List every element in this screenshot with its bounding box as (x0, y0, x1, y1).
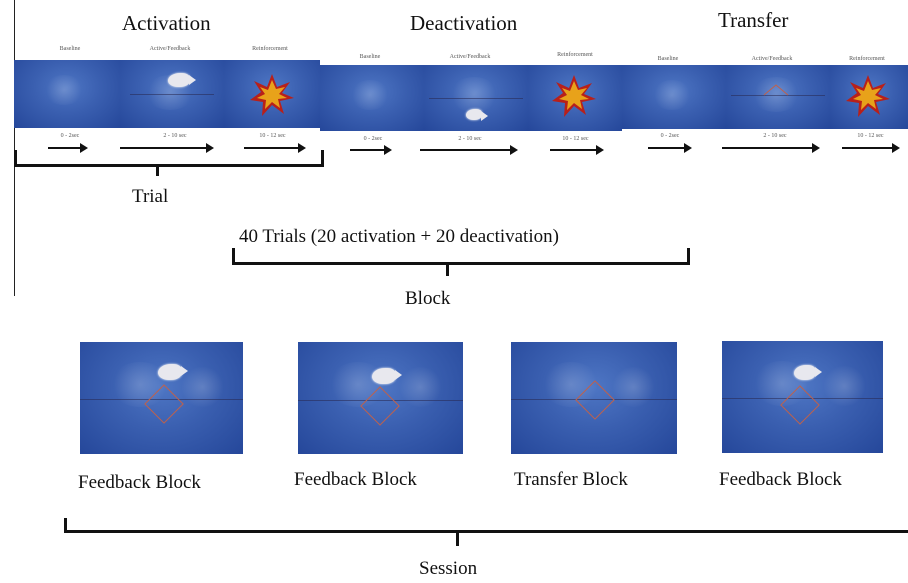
label-baseline-1: Baseline (59, 46, 81, 52)
timing-baseline-2: 0 - 2sec (363, 136, 383, 142)
arrow-icon (722, 143, 820, 153)
trials-summary: 40 Trials (20 activation + 20 deactivati… (239, 226, 559, 247)
trial-bracket (14, 150, 324, 167)
panel-transfer-reinforcement (830, 65, 908, 129)
label-baseline-3: Baseline (657, 56, 679, 62)
panel-activation-reinforcement (224, 60, 320, 128)
block-label-1: Feedback Block (78, 472, 201, 493)
panel-transfer-active (726, 65, 830, 129)
heading-transfer: Transfer (718, 8, 789, 32)
arrow-icon (244, 143, 306, 153)
trials-bracket (232, 248, 690, 265)
timing-baseline-1: 0 - 2sec (60, 133, 80, 139)
label-active-3: Active/Feedback (751, 56, 793, 62)
block-label-4: Feedback Block (719, 469, 842, 490)
arrow-icon (48, 143, 88, 153)
panel-deactivation-baseline (320, 65, 424, 131)
session-label: Session (419, 558, 478, 579)
timing-active-3: 2 - 10 sec (763, 133, 787, 139)
panel-activation-active (120, 60, 224, 128)
arrow-icon (350, 145, 392, 155)
block-label-2: Feedback Block (294, 469, 417, 490)
session-bracket-stem (456, 530, 459, 546)
star-burst-icon (250, 74, 294, 116)
panel-deactivation-active (424, 65, 528, 131)
label-baseline-2: Baseline (359, 54, 381, 60)
block-image-3 (511, 342, 677, 454)
timing-reinf-2: 10 - 12 sec (562, 136, 589, 142)
trials-bracket-stem (446, 262, 449, 276)
label-active-1: Active/Feedback (149, 46, 191, 52)
timing-reinf-1: 10 - 12 sec (259, 133, 286, 139)
star-burst-icon (552, 75, 596, 117)
left-divider-line (14, 0, 15, 296)
fish-icon (794, 365, 822, 380)
label-active-2: Active/Feedback (449, 54, 491, 60)
block-image-4 (722, 341, 883, 453)
label-reinf-2: Reinforcement (557, 52, 593, 58)
fish-icon (158, 364, 188, 380)
label-reinf-1: Reinforcement (252, 46, 288, 52)
block-image-1 (80, 342, 243, 454)
label-reinf-3: Reinforcement (849, 56, 885, 62)
arrow-icon (420, 145, 518, 155)
heading-deactivation: Deactivation (410, 11, 518, 35)
arrow-icon (842, 143, 900, 153)
fish-icon (168, 73, 196, 87)
block-label: Block (405, 288, 451, 309)
star-burst-icon (846, 75, 890, 117)
fish-icon (466, 109, 488, 121)
arrow-icon (120, 143, 214, 153)
trial-bracket-stem (156, 164, 159, 176)
timing-active-2: 2 - 10 sec (458, 136, 482, 142)
arrow-icon (648, 143, 692, 153)
panel-transfer-baseline (622, 65, 726, 129)
session-bracket (64, 518, 908, 533)
heading-activation: Activation (122, 11, 211, 35)
timing-active-1: 2 - 10 sec (163, 133, 187, 139)
arrow-icon (550, 145, 604, 155)
target-diamond-icon (763, 84, 789, 96)
panel-deactivation-reinforcement (528, 65, 622, 131)
panel-activation-baseline (14, 60, 120, 128)
timing-baseline-3: 0 - 2sec (660, 133, 680, 139)
block-image-2 (298, 342, 463, 454)
fish-icon (372, 368, 402, 384)
trial-label: Trial (132, 186, 169, 207)
timing-reinf-3: 10 - 12 sec (857, 133, 884, 139)
block-label-3: Transfer Block (514, 469, 628, 490)
